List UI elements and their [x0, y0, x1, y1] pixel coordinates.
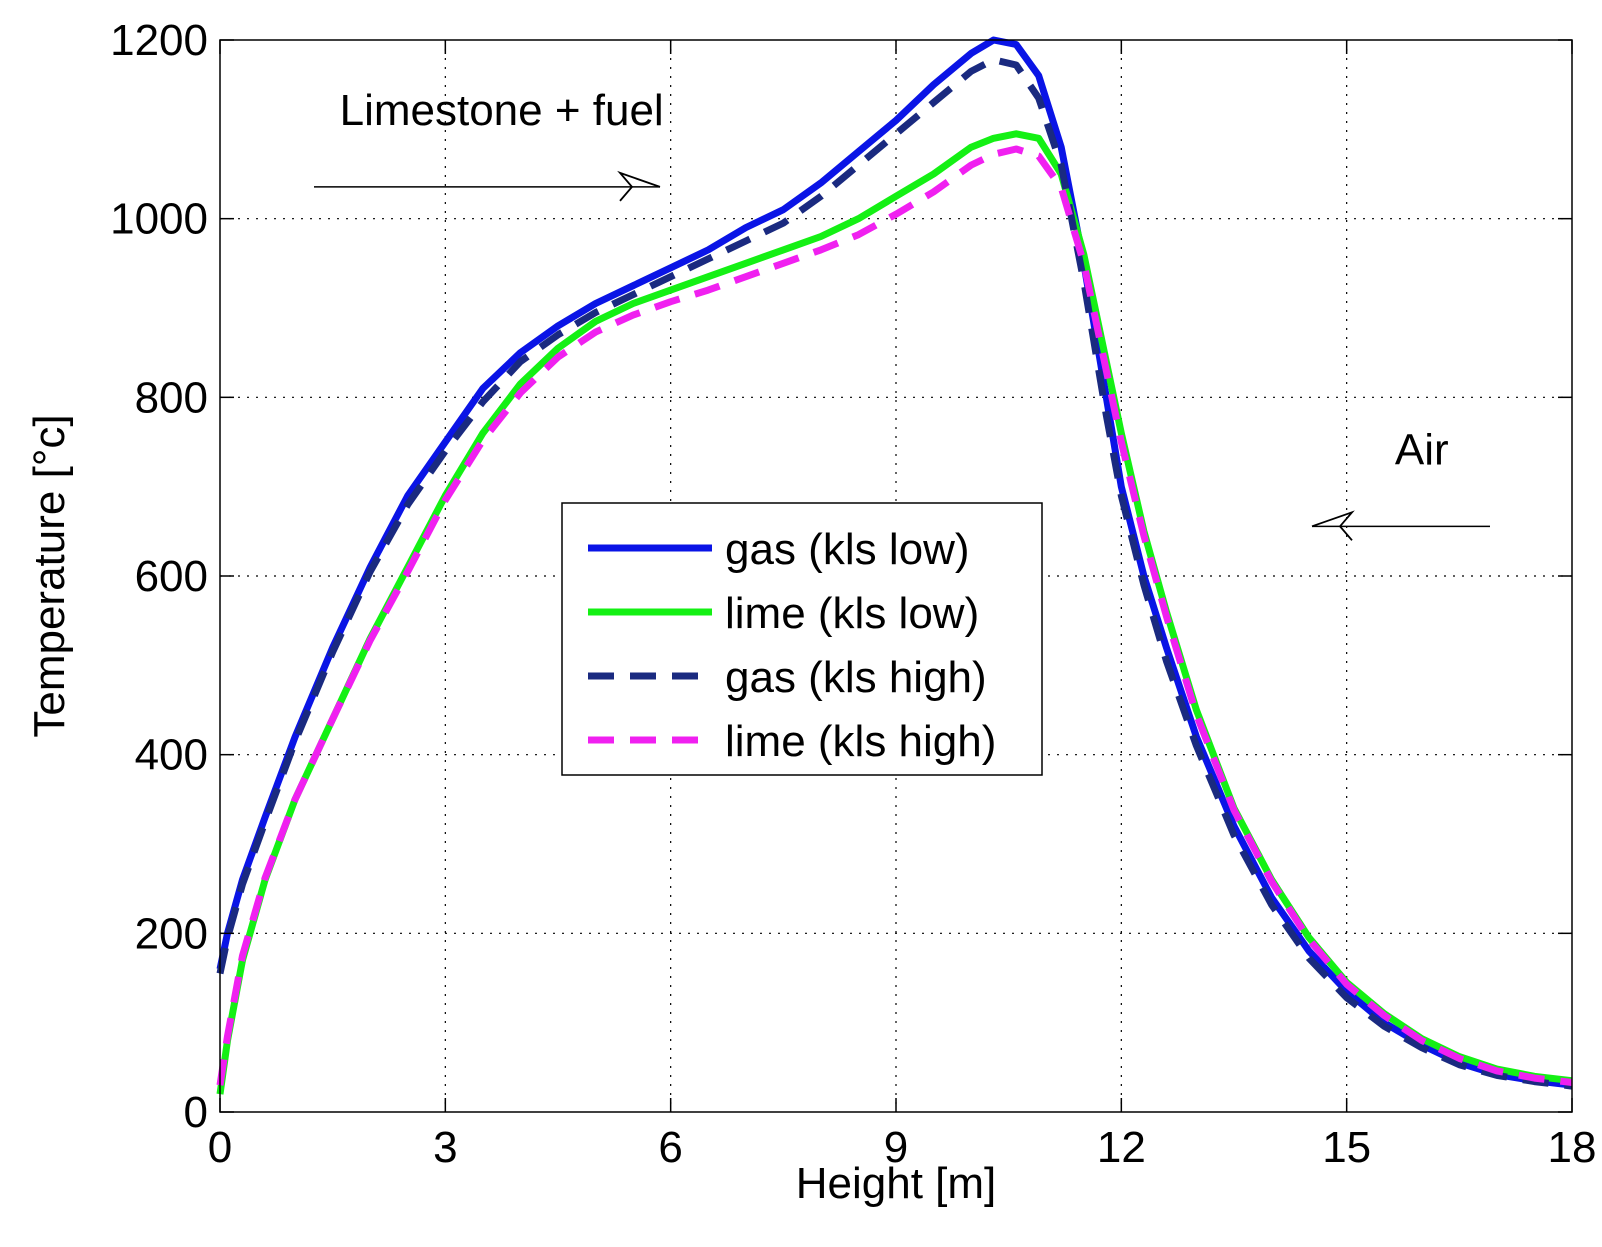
series-line-1 [216, 36, 1573, 1089]
x-tick-label: 18 [1548, 1123, 1597, 1172]
y-tick-label: 200 [135, 909, 208, 958]
x-tick-label: 6 [658, 1123, 682, 1172]
annotation-arrowhead-1 [617, 170, 661, 202]
series-line-3 [216, 56, 1573, 1090]
annotation-arrowhead-2 [1311, 510, 1355, 541]
y-tick-label: 600 [135, 552, 208, 601]
y-tick-label: 1000 [110, 195, 208, 244]
series-lines [216, 36, 1573, 1095]
y-tick-label: 1200 [110, 16, 208, 65]
annotations: Limestone + fuel Air [314, 86, 1490, 541]
y-tick-label: 0 [184, 1088, 208, 1137]
x-tick-label: 15 [1322, 1123, 1371, 1172]
y-tick-label: 400 [135, 731, 208, 780]
series-line-4 [216, 145, 1573, 1086]
legend-label-4: lime (kls high) [725, 717, 996, 766]
y-tick-label: 800 [135, 373, 208, 422]
x-tick-label: 0 [208, 1123, 232, 1172]
x-axis-label: Height [m] [796, 1159, 997, 1208]
annotation-text-2: Air [1395, 425, 1449, 474]
x-tick-label: 9 [884, 1123, 908, 1172]
legend: gas (kls low) lime (kls low) gas (kls high… [561, 502, 1043, 776]
legend-label-3: gas (kls high) [725, 653, 987, 702]
legend-label-2: lime (kls low) [725, 589, 979, 638]
legend-label-1: gas (kls low) [725, 525, 970, 574]
annotation-text-1: Limestone + fuel [340, 86, 664, 135]
x-tick-label: 3 [433, 1123, 457, 1172]
y-axis-label: Temperature [°c] [25, 414, 74, 737]
x-tick-label: 12 [1097, 1123, 1146, 1172]
axis-ticks: 0 3 6 9 12 15 18 0 200 400 600 800 1000 1200 [110, 16, 1596, 1172]
